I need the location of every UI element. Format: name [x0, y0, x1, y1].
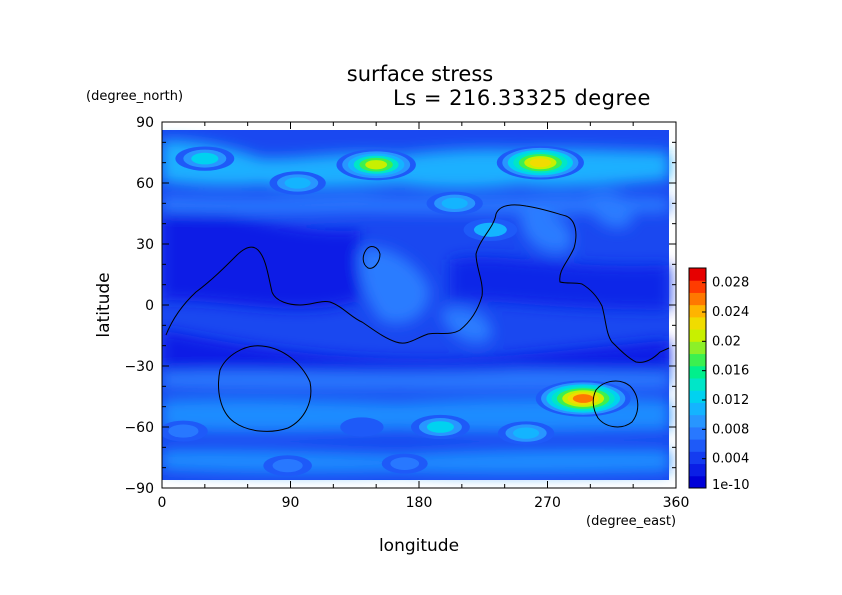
- stress-hotspot: [497, 421, 555, 445]
- colorbar-swatch: [689, 439, 706, 452]
- stress-hotspot: [426, 191, 483, 216]
- y-axis: 90 60 30 0 −30 −60 −90: [124, 115, 676, 497]
- hotspot-level: [441, 197, 468, 209]
- colorbar-swatch: [689, 268, 706, 281]
- stress-hotspot: [162, 420, 208, 442]
- stress-hotspot: [175, 146, 235, 171]
- chart-title: surface stress: [346, 62, 494, 86]
- colorbar-tick-label: 0.012: [712, 393, 749, 408]
- colorbar-swatch: [689, 402, 706, 416]
- y-tick-label: −30: [124, 359, 154, 375]
- stress-hotspot: [269, 171, 326, 195]
- colorbar-swatch: [689, 341, 706, 355]
- x-tick-label: 0: [158, 495, 167, 511]
- field-north-band: [162, 196, 669, 214]
- colorbar-swatch: [689, 304, 706, 318]
- y-tick-label: 90: [136, 115, 154, 131]
- field-smooth-layer: [162, 140, 669, 475]
- field-low-band: [450, 257, 669, 310]
- stress-hotspot: [410, 414, 470, 440]
- colorbar-tick-label: 0.02: [712, 334, 741, 349]
- colorbar-tick-label: 0.016: [712, 364, 749, 379]
- hotspot-level: [272, 459, 303, 473]
- colorbar-swatch: [689, 378, 706, 391]
- field-mid-patch: [358, 247, 430, 324]
- colorbar-swatch: [689, 475, 706, 489]
- hotspot-layer: [162, 145, 631, 477]
- hotspot-level: [365, 160, 388, 170]
- colorbar-swatch: [689, 451, 706, 465]
- colorbar-swatch: [689, 414, 706, 428]
- field-mid-patch: [520, 212, 573, 254]
- hotspot-level: [513, 427, 540, 439]
- x-tick-label: 180: [406, 495, 433, 511]
- y-tick-label: −60: [124, 420, 154, 436]
- colorbar-tick-label: 1e-10: [712, 478, 750, 493]
- hotspot-level: [572, 394, 594, 403]
- topography-contour: [592, 380, 639, 428]
- colorbar-tick-label: 0.008: [712, 422, 749, 437]
- hotspot-level: [284, 177, 311, 189]
- colorbar-swatch: [689, 463, 706, 477]
- y-unit-label: (degree_north): [86, 89, 184, 104]
- colorbar-swatch: [689, 353, 706, 367]
- x-unit-label: (degree_east): [586, 514, 677, 529]
- hotspot-level: [473, 222, 507, 237]
- y-tick-label: 0: [145, 298, 154, 314]
- colorbar-tick-label: 0.004: [712, 452, 749, 467]
- colorbar-tick-label: 0.024: [712, 305, 749, 320]
- field-south-band: [162, 370, 669, 391]
- colorbar-swatch: [689, 280, 706, 293]
- stress-hotspot: [463, 218, 518, 242]
- x-axis-label: longitude: [378, 536, 460, 556]
- colorbar-swatch: [689, 426, 706, 440]
- hotspot-level: [348, 420, 376, 434]
- stress-hotspot: [496, 145, 584, 180]
- stress-field: [162, 130, 670, 480]
- topography-contour: [165, 204, 670, 363]
- topography-contour: [218, 345, 312, 432]
- hotspot-level: [390, 457, 420, 470]
- colorbar-swatch: [689, 329, 706, 342]
- hotspot-level: [426, 421, 454, 433]
- colorbar-swatch: [689, 292, 706, 306]
- y-tick-label: 30: [136, 237, 154, 253]
- colorbar-frame: [688, 267, 707, 489]
- stress-hotspot: [381, 453, 428, 474]
- y-tick-label: −90: [124, 481, 154, 497]
- x-tick-label: 270: [534, 495, 561, 511]
- stress-hotspot: [336, 149, 416, 181]
- stress-hotspot: [340, 417, 384, 437]
- stress-hotspot: [535, 380, 631, 417]
- colorbar: 0.028 0.024 0.02 0.016 0.012 0.008 0.004 1e-10: [688, 267, 750, 493]
- y-tick-label: 60: [136, 176, 154, 192]
- hotspot-level: [191, 152, 219, 165]
- x-tick-label: 90: [282, 495, 300, 511]
- x-axis: 0 90 180 270 360: [158, 122, 690, 511]
- colorbar-swatch: [689, 365, 706, 379]
- x-tick-label: 360: [663, 495, 690, 511]
- colorbar-tick-label: 0.028: [712, 276, 749, 291]
- topography-contour: [362, 246, 381, 269]
- stress-hotspot: [263, 455, 312, 477]
- hotspot-level: [168, 424, 199, 438]
- chart-subtitle: Ls = 216.33325 degree: [393, 86, 651, 110]
- colorbar-swatch: [689, 316, 706, 330]
- hotspot-level: [529, 158, 551, 168]
- colorbar-swatch: [689, 390, 706, 403]
